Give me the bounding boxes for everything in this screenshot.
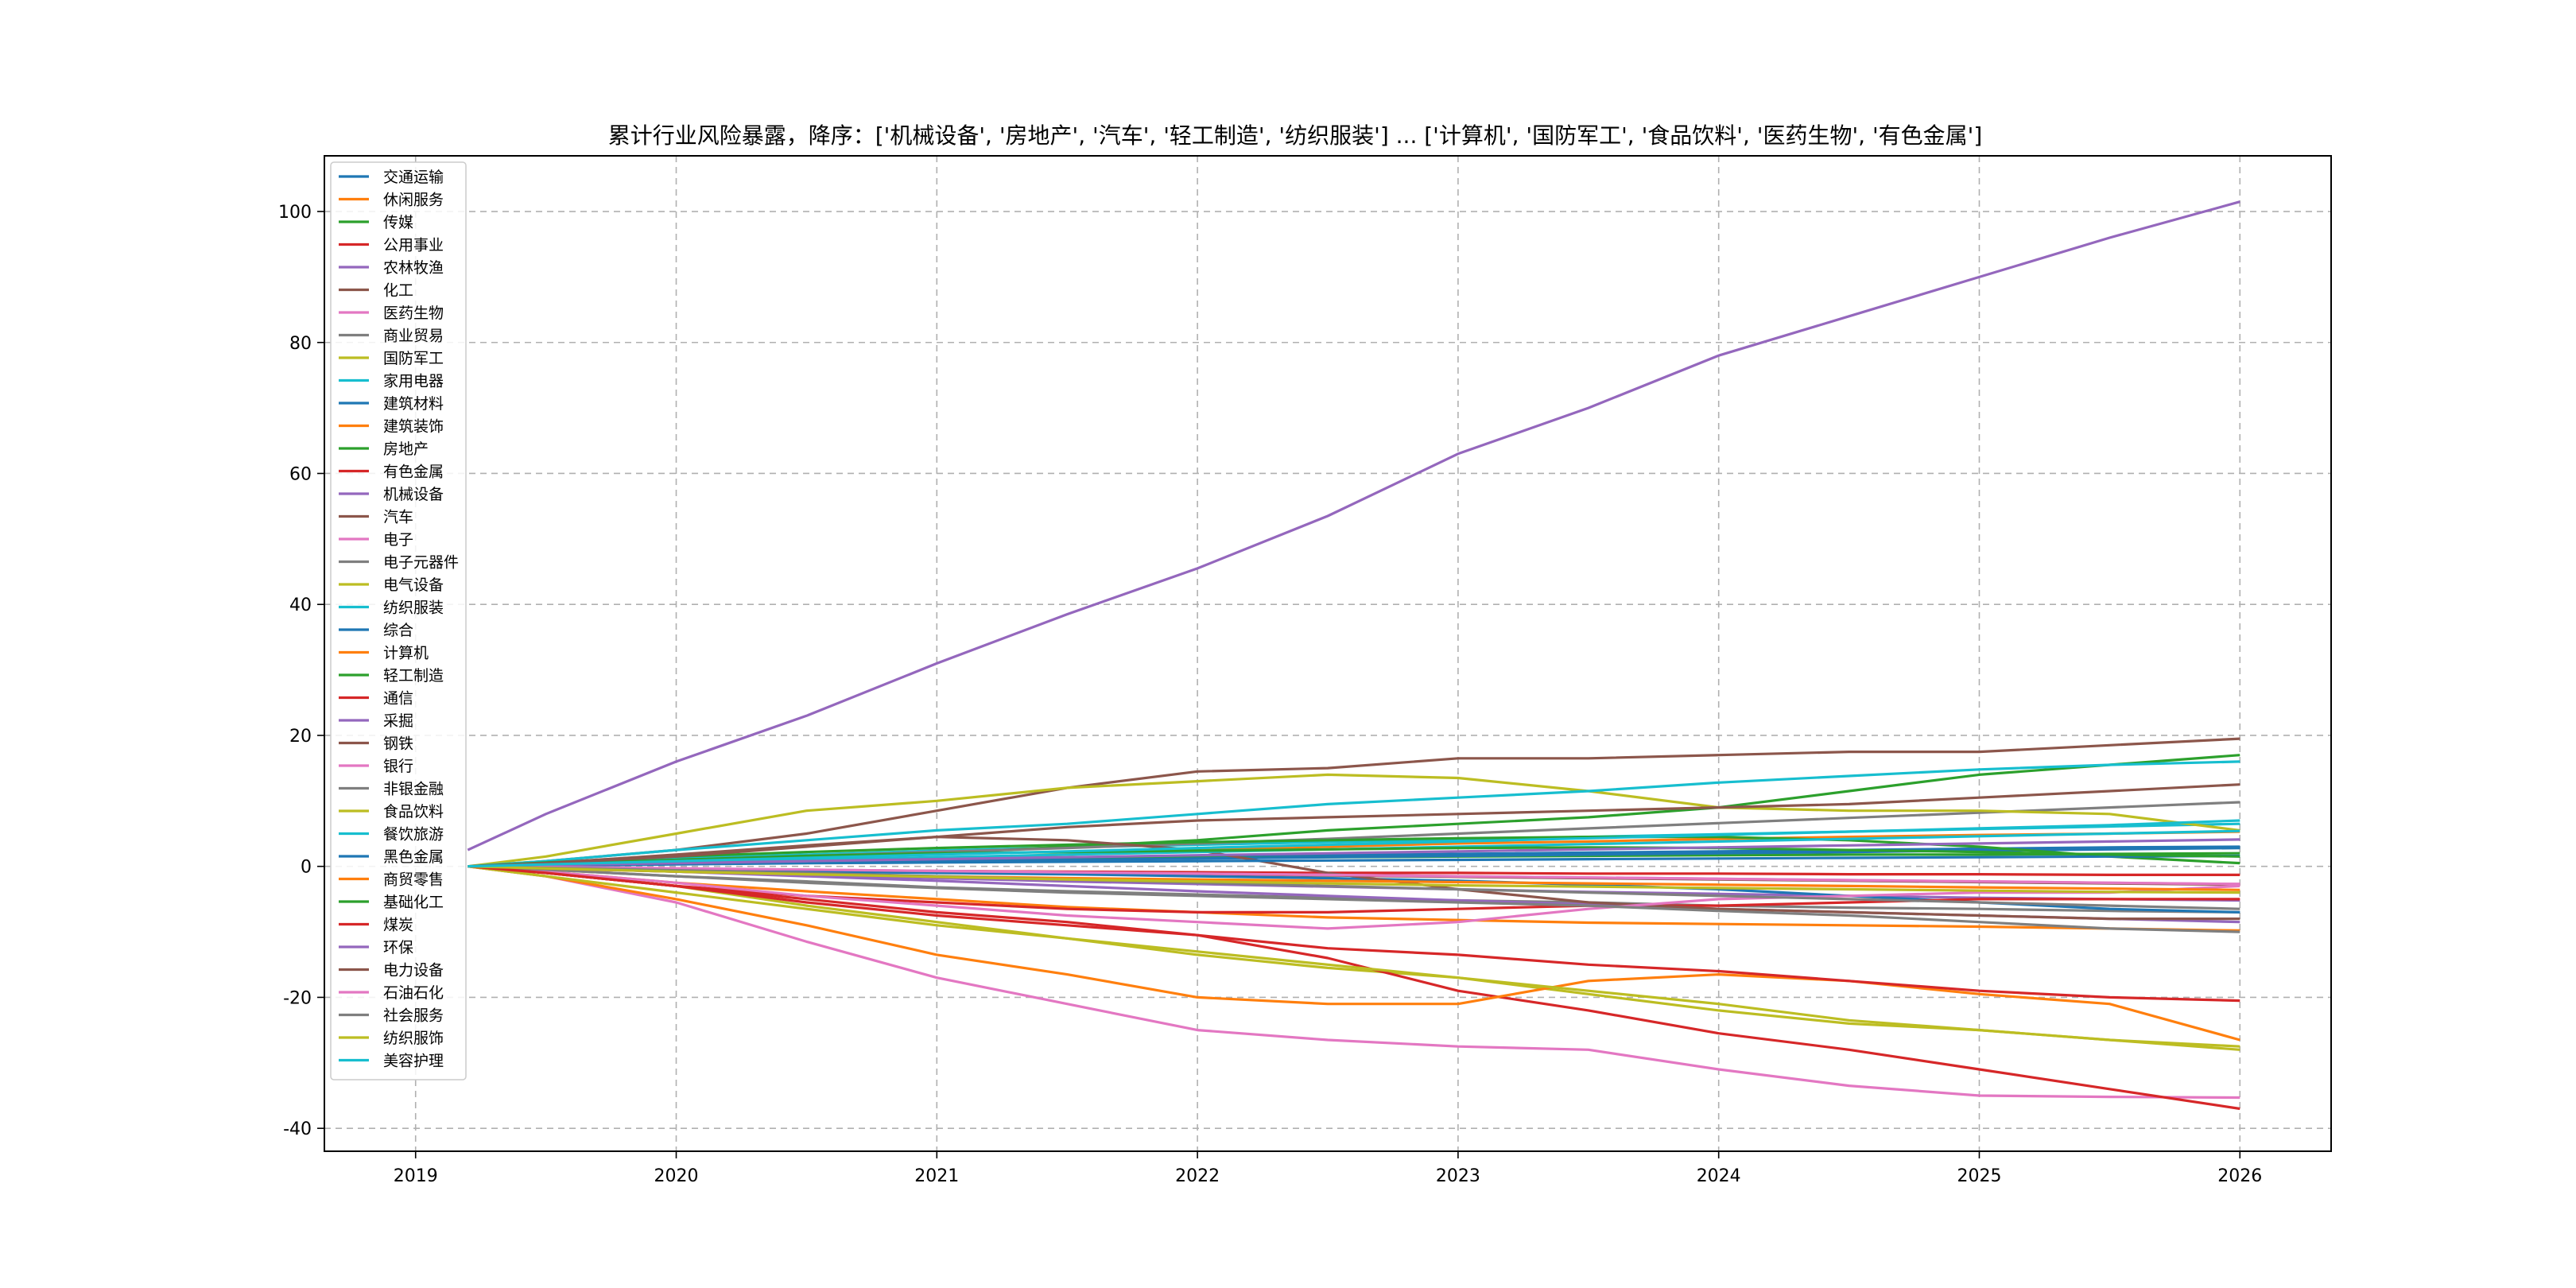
legend-label: 化工	[383, 282, 413, 300]
series-line	[467, 773, 2240, 868]
x-tick-label: 2019	[394, 1166, 438, 1186]
legend-label: 银行	[383, 758, 413, 775]
series-line	[467, 783, 2240, 868]
legend-label: 黑色金属	[383, 848, 444, 866]
legend-label: 电气设备	[383, 576, 444, 594]
series-line	[467, 835, 2240, 921]
legend-label: 农林牧渔	[383, 259, 444, 277]
series-line	[467, 865, 2240, 894]
y-tick-label: 0	[301, 858, 312, 878]
series-line	[467, 846, 2240, 868]
legend-label: 石油石化	[383, 984, 444, 1002]
series-line	[467, 854, 2240, 868]
legend-label: 煤炭	[383, 917, 413, 934]
legend-label: 食品饮料	[383, 803, 444, 821]
legend-label: 非银金融	[383, 781, 444, 798]
series-line	[467, 865, 2240, 886]
legend-label: 纺织服装	[383, 599, 444, 617]
series-line	[467, 865, 2240, 1048]
series-line	[467, 838, 2240, 868]
legend-label: 社会服务	[383, 1007, 444, 1025]
series-line	[467, 865, 2240, 930]
grid-lines	[324, 156, 2331, 1151]
legend-label: 电力设备	[383, 962, 444, 980]
y-tick-label: 100	[278, 203, 312, 223]
series-line	[467, 737, 2240, 868]
legend: 交通运输休闲服务传媒公用事业农林牧渔化工医药生物商业贸易国防军工家用电器建筑材料…	[330, 161, 467, 1080]
legend-label: 电子	[383, 531, 413, 549]
legend-label: 医药生物	[383, 305, 444, 322]
plot-frame	[324, 155, 2332, 1152]
legend-label: 纺织服饰	[383, 1030, 444, 1047]
legend-label: 采掘	[383, 712, 413, 730]
series-line	[467, 760, 2240, 868]
y-tick-label: 20	[289, 727, 312, 747]
x-tick-label: 2025	[1957, 1166, 2001, 1186]
legend-label: 建筑材料	[383, 395, 444, 413]
x-tick-label: 2022	[1175, 1166, 1220, 1186]
y-tick-label: 40	[289, 596, 312, 615]
series-line	[467, 865, 2240, 933]
axis-ticks: 2019 2020 2021 2022 2023 2024 2025 2026 -40 -20 0 2…	[278, 203, 2262, 1186]
legend-label: 汽车	[383, 509, 413, 526]
legend-label: 环保	[383, 939, 413, 956]
legend-label: 钢铁	[383, 735, 413, 753]
legend-label: 建筑装饰	[383, 418, 444, 436]
series-line	[467, 865, 2240, 1042]
series-lines	[467, 200, 2240, 1111]
legend-label: 商贸零售	[383, 871, 444, 889]
legend-label: 国防军工	[383, 350, 444, 367]
legend-label: 有色金属	[383, 464, 444, 481]
y-tick-label: 60	[289, 464, 312, 484]
legend-label: 计算机	[383, 645, 429, 662]
y-tick-label: 80	[289, 334, 312, 354]
x-tick-label: 2023	[1436, 1166, 1480, 1186]
series-line	[467, 865, 2240, 1100]
series-line	[467, 865, 2240, 910]
legend-box	[330, 161, 467, 1080]
legend-label: 公用事业	[383, 237, 444, 254]
y-tick-label: -40	[283, 1119, 312, 1139]
legend-label: 轻工制造	[383, 667, 444, 685]
legend-label: 传媒	[383, 214, 413, 231]
series-line	[467, 819, 2240, 868]
legend-label: 通信	[383, 690, 413, 708]
legend-label: 电子元器件	[383, 554, 459, 572]
chart-title: 累计行业风险暴露，降序：['机械设备', '房地产', '汽车', '轻工制造'…	[608, 122, 1983, 149]
series-line	[467, 200, 2240, 852]
legend-label: 餐饮旅游	[383, 826, 444, 844]
legend-label: 房地产	[383, 440, 429, 458]
x-tick-label: 2024	[1697, 1166, 1741, 1186]
legend-label: 综合	[383, 622, 413, 639]
legend-label: 休闲服务	[383, 192, 444, 209]
legend-label: 机械设备	[383, 486, 444, 503]
series-line	[467, 865, 2240, 1003]
y-tick-label: -20	[283, 988, 312, 1008]
series-line	[467, 865, 2240, 932]
x-tick-label: 2021	[914, 1166, 959, 1186]
legend-label: 基础化工	[383, 894, 444, 911]
legend-label: 美容护理	[383, 1053, 444, 1070]
x-tick-label: 2026	[2217, 1166, 2262, 1186]
legend-label: 交通运输	[383, 169, 444, 186]
x-tick-label: 2020	[654, 1166, 699, 1186]
legend-label: 商业贸易	[383, 328, 444, 345]
legend-label: 家用电器	[383, 373, 444, 390]
